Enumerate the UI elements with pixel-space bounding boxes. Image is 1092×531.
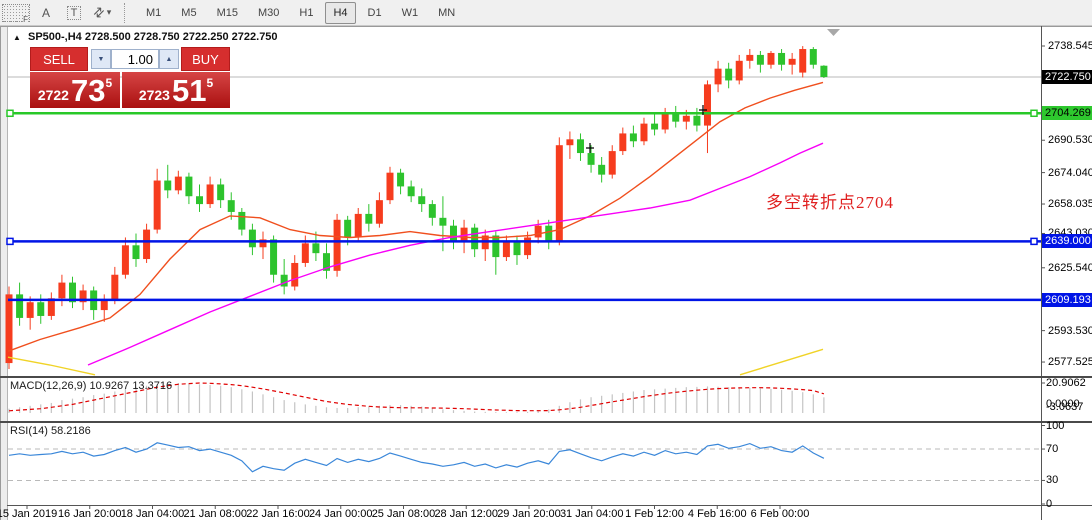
rsi-scale-label: 70 (1046, 443, 1059, 456)
separator-macd-rsi (0, 421, 1092, 423)
date-axis-label: 1 Feb 12:00 (625, 508, 684, 520)
ohlc-readout: 2728.500 2728.750 2722.250 2722.750 (84, 31, 278, 43)
timeframe-button-H4[interactable]: H4 (325, 1, 356, 24)
chart-shift-triangle (827, 29, 840, 36)
buy-price-tile[interactable]: 2723 51 5 (122, 72, 230, 108)
hline-handle (6, 237, 14, 246)
sell-price-small: 2722 (37, 87, 69, 103)
lot-size-input[interactable]: 1.00 (111, 49, 159, 69)
timeframe-button-W1[interactable]: W1 (401, 6, 419, 19)
template-grid-button[interactable]: F (1, 1, 31, 24)
date-axis-label: 15 Jan 2019 (0, 508, 58, 520)
price-axis-label: 2577.525 (1048, 356, 1092, 369)
toolbar: F A T ⇅ ▾ M1 M5 M15 M30 H1 H4 D1 W1 MN (0, 0, 1092, 26)
buy-price-small: 2723 (138, 87, 170, 103)
symbol-title: SP500-,H4 (27, 31, 82, 43)
timeframe-button-M5[interactable]: M5 (181, 6, 197, 19)
timeframe-group: M1 M5 M15 M30 H1 H4 D1 W1 MN (136, 1, 465, 24)
font-a-button[interactable]: A (33, 1, 59, 24)
price-axis-label: 2625.540 (1048, 261, 1092, 274)
symbol-header: ▲ SP500-,H4 2728.500 2728.750 2722.250 2… (13, 31, 278, 43)
arrows-tool-button[interactable]: ⇅ ▾ (89, 1, 115, 24)
price-axis-label: 2593.530 (1048, 324, 1092, 337)
buy-price-sup: 5 (206, 76, 214, 90)
date-axis-label: 6 Feb 00:00 (750, 508, 810, 520)
date-axis-label: 22 Jan 16:00 (246, 508, 310, 520)
date-axis-label: 29 Jan 20:00 (497, 508, 561, 520)
lot-decrease-button[interactable]: ▼ (91, 49, 111, 69)
price-axis-label: 2658.035 (1048, 198, 1092, 211)
hline-price-badge: 2704.269 (1042, 106, 1092, 121)
ma-long-yellow-left (7, 356, 96, 376)
timeframe-button-M15[interactable]: M15 (216, 6, 238, 19)
ma-long-yellow-right (739, 348, 824, 376)
rsi-scale-label: 30 (1046, 474, 1059, 487)
sell-price-sup: 5 (105, 76, 113, 90)
cross-marker (699, 105, 707, 115)
date-axis-label: 4 Feb 16:00 (687, 508, 747, 520)
date-axis-label: 25 Jan 08:00 (371, 508, 436, 520)
macd-label: MACD(12,26,9) 10.9267 13.3716 (10, 380, 173, 392)
rsi-label: RSI(14) 58.2186 (10, 425, 91, 437)
lot-increase-button[interactable]: ▲ (159, 49, 179, 69)
collapse-triangle-icon[interactable]: ▲ (13, 33, 21, 42)
cross-marker (586, 143, 594, 153)
hline-price-badge: 2609.193 (1042, 292, 1092, 307)
date-axis-label: 16 Jan 20:00 (57, 508, 122, 520)
date-axis-label: 18 Jan 04:00 (120, 508, 185, 520)
rsi-scale-label: 100 (1046, 419, 1065, 432)
separator-main-macd (0, 376, 1092, 378)
text-label-icon: T (66, 5, 82, 20)
sell-price-big: 73 (70, 72, 106, 108)
timeframe-button-D1[interactable]: D1 (367, 6, 382, 19)
hline-handle (1030, 237, 1038, 246)
macd-histogram (8, 383, 825, 413)
rsi-scale-label: 0 (1046, 498, 1053, 510)
current-price-badge: 2722.750 (1042, 70, 1092, 84)
timeframe-button-M30[interactable]: M30 (257, 6, 280, 19)
macd-scale-zero: 0.0000 (1046, 398, 1080, 410)
macd-scale-top: 20.9062 (1046, 377, 1086, 389)
ma-fast-orange (7, 81, 824, 352)
price-axis-label: 2674.040 (1048, 166, 1092, 179)
left-gutter (0, 26, 7, 520)
text-label-button[interactable]: T (61, 1, 87, 24)
price-axis-label: 2738.545 (1048, 40, 1092, 52)
sell-price-tile[interactable]: 2722 73 5 (30, 72, 120, 108)
rsi-line (8, 442, 825, 473)
ma-slow-magenta (87, 142, 824, 366)
price-axis-label: 2690.530 (1048, 134, 1092, 147)
hline-price-badge: 2639.000 (1042, 234, 1092, 249)
hline-handle (1030, 109, 1038, 118)
timeframe-button-M1[interactable]: M1 (146, 6, 162, 19)
date-axis-label: 21 Jan 08:00 (183, 508, 248, 520)
arrows-icon: ⇅ (89, 2, 108, 22)
date-axis-label: 28 Jan 12:00 (434, 508, 499, 520)
grid-f-icon: F (2, 3, 30, 24)
letter-a-icon: A (41, 5, 50, 20)
one-click-trade-panel: SELL ▼ 1.00 ▲ BUY 2722 73 5 2723 51 5 (30, 47, 230, 108)
sell-button[interactable]: SELL (30, 47, 88, 71)
candlestick-series (5, 46, 828, 369)
date-axis-label: 31 Jan 04:00 (559, 508, 624, 520)
buy-price-big: 51 (171, 72, 207, 108)
buy-button[interactable]: BUY (181, 47, 230, 71)
macd-scale-min: -3.0637 (1046, 401, 1084, 413)
date-axis-label: 24 Jan 00:00 (308, 508, 373, 520)
chart-annotation-text: 多空转折点2704 (766, 193, 894, 212)
timeframe-button-MN[interactable]: MN (438, 6, 456, 19)
timeframe-button-H1[interactable]: H1 (299, 6, 314, 19)
toolbar-separator (124, 2, 130, 23)
hline-handle (6, 109, 14, 118)
dropdown-caret-icon: ▾ (106, 7, 112, 17)
